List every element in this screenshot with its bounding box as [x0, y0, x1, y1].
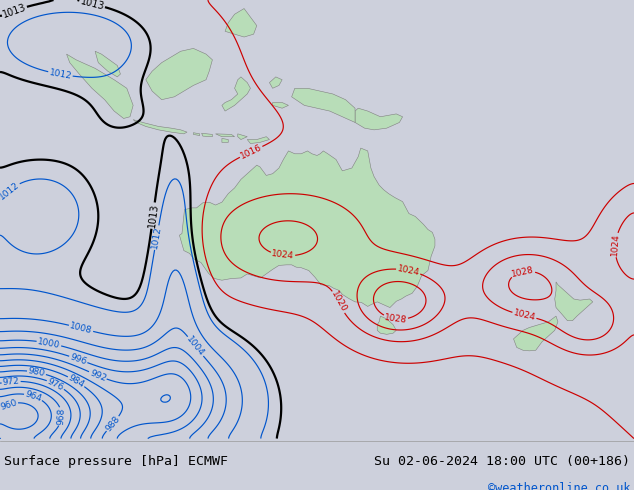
Polygon shape: [238, 134, 247, 140]
Polygon shape: [225, 8, 257, 37]
Polygon shape: [179, 148, 435, 308]
Text: Su 02-06-2024 18:00 UTC (00+186): Su 02-06-2024 18:00 UTC (00+186): [374, 455, 630, 467]
Text: 972: 972: [2, 377, 20, 387]
Text: 1004: 1004: [184, 335, 206, 358]
Text: 1020: 1020: [329, 290, 348, 314]
Text: 968: 968: [56, 408, 67, 425]
Text: 1024: 1024: [271, 249, 295, 261]
Text: 1028: 1028: [510, 265, 535, 279]
Text: 1028: 1028: [384, 313, 408, 325]
Text: 964: 964: [24, 389, 43, 403]
Polygon shape: [222, 77, 250, 111]
Polygon shape: [269, 77, 282, 88]
Polygon shape: [355, 108, 403, 130]
Text: Surface pressure [hPa] ECMWF: Surface pressure [hPa] ECMWF: [4, 455, 228, 467]
Text: 1024: 1024: [610, 233, 621, 257]
Text: 992: 992: [88, 368, 107, 383]
Text: 1013: 1013: [146, 203, 160, 228]
Polygon shape: [555, 282, 593, 320]
Text: 1012: 1012: [0, 180, 22, 201]
Polygon shape: [222, 138, 228, 143]
Text: 1012: 1012: [48, 68, 72, 81]
Polygon shape: [193, 133, 200, 136]
Polygon shape: [67, 54, 133, 119]
Polygon shape: [146, 49, 212, 99]
Polygon shape: [133, 120, 187, 134]
Text: 1000: 1000: [37, 337, 61, 350]
Text: 1008: 1008: [68, 321, 93, 336]
Text: 960: 960: [0, 398, 18, 412]
Text: 984: 984: [67, 373, 86, 390]
Text: 996: 996: [68, 352, 88, 367]
Text: 988: 988: [104, 414, 122, 433]
Text: 976: 976: [46, 377, 65, 392]
Text: 1016: 1016: [239, 143, 263, 161]
Text: 1013: 1013: [1, 2, 27, 20]
Text: 1024: 1024: [396, 264, 420, 277]
Polygon shape: [247, 137, 269, 144]
Polygon shape: [216, 134, 235, 137]
Polygon shape: [292, 88, 355, 122]
Polygon shape: [95, 51, 120, 77]
Text: 1013: 1013: [79, 0, 105, 12]
Polygon shape: [202, 133, 212, 137]
Polygon shape: [514, 316, 558, 351]
Text: 980: 980: [27, 367, 46, 378]
Text: 1012: 1012: [150, 225, 163, 249]
Polygon shape: [377, 316, 396, 334]
Polygon shape: [273, 102, 288, 108]
Text: ©weatheronline.co.uk: ©weatheronline.co.uk: [488, 482, 630, 490]
Text: 1024: 1024: [512, 308, 536, 322]
